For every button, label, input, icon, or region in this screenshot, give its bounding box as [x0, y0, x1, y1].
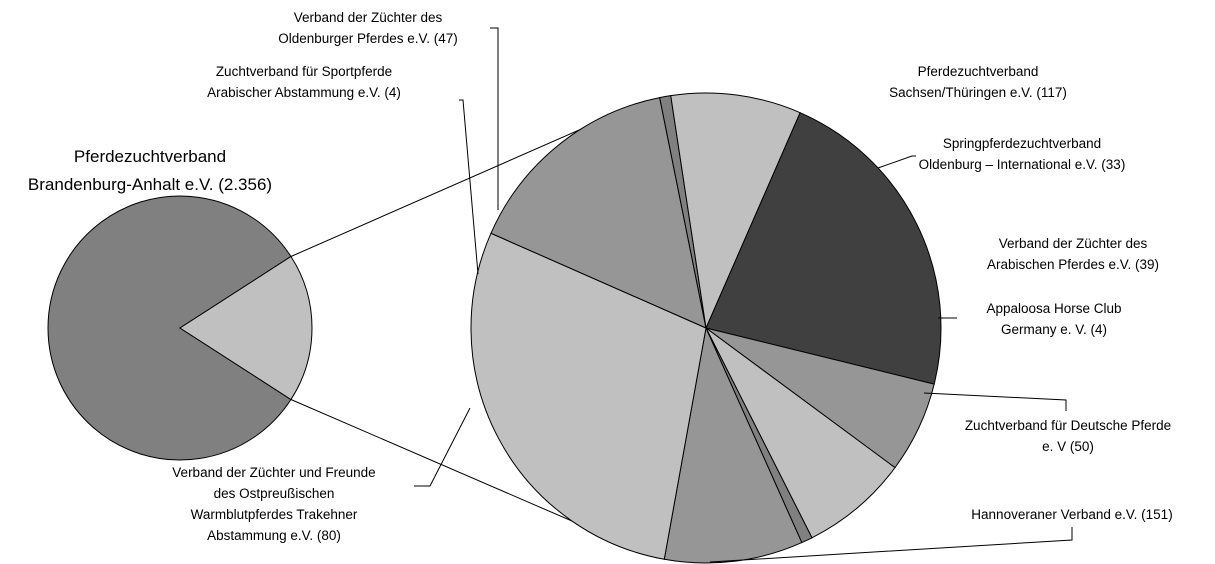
label-main-brandenburg-anhalt: Pferdezuchtverband Brandenburg-Anhalt e.V… — [28, 147, 272, 194]
leader-lines — [414, 27, 1073, 563]
label-springpferdezuchtverband-oldenburg-inter: Springpferdezuchtverband Oldenburg – Inte… — [919, 136, 1126, 172]
secondary-slice-hannoveraner-verband-e-v-151 — [470, 232, 707, 560]
label-hannoveraner-verband-e-v-151: Hannoveraner Verband e.V. (151) — [971, 507, 1172, 522]
label-verband-der-zuechter-des-arabischen-pfer: Verband der Züchter des Arabischen Pferde… — [987, 236, 1159, 272]
label-zuchtverband-fuer-deutsche-pferde-e-v-50: Zuchtverband für Deutsche Pferde e. V (50… — [965, 418, 1171, 454]
secondary-pie — [470, 92, 942, 564]
leader-verband-der-zuechter-und-freunde-des-ost — [414, 407, 471, 487]
leader-hannoveraner-verband-e-v-151 — [709, 527, 1073, 563]
leader-verband-der-zuechter-des-oldenburger-pfe — [490, 27, 499, 210]
main-slice-brandenburg-anhalt — [47, 195, 292, 461]
label-pferdezuchtverband-sachsen-thueringen-e-: Pferdezuchtverband Sachsen/Thüringen e.V.… — [889, 64, 1067, 100]
slice-labels: Pferdezuchtverband Brandenburg-Anhalt e.V… — [28, 10, 1173, 543]
secondary-slice-verband-der-zuechter-und-freunde-des-ost — [490, 97, 707, 329]
label-verband-der-zuechter-und-freunde-des-ost: Verband der Züchter und Freunde des Ostpr… — [172, 465, 375, 543]
label-verband-der-zuechter-des-oldenburger-pfe: Verband der Züchter des Oldenburger Pferd… — [278, 10, 458, 46]
secondary-slice-pferdezuchtverband-sachsen-thueringen-e- — [705, 111, 942, 385]
label-zuchtverband-fuer-sportpferde-arabischer: Zuchtverband für Sportpferde Arabischer A… — [207, 64, 401, 100]
leader-zuchtverband-fuer-deutsche-pferde-e-v-50 — [923, 392, 1067, 411]
label-appaloosa-horse-club-germany-e-v-4: Appaloosa Horse Club Germany e. V. (4) — [986, 301, 1121, 337]
main-slice-other — [179, 255, 313, 401]
main-pie — [47, 195, 313, 461]
secondary-slice-verband-der-zuechter-des-oldenburger-pfe — [670, 92, 801, 330]
leader-zuchtverband-fuer-sportpferde-arabischer — [459, 99, 479, 275]
secondary-slice-zuchtverband-fuer-deutsche-pferde-e-v-50 — [663, 326, 803, 564]
leader-springpferdezuchtverband-oldenburg-inter — [877, 155, 916, 169]
secondary-slice-verband-der-zuechter-des-arabischen-pfer — [705, 327, 896, 539]
